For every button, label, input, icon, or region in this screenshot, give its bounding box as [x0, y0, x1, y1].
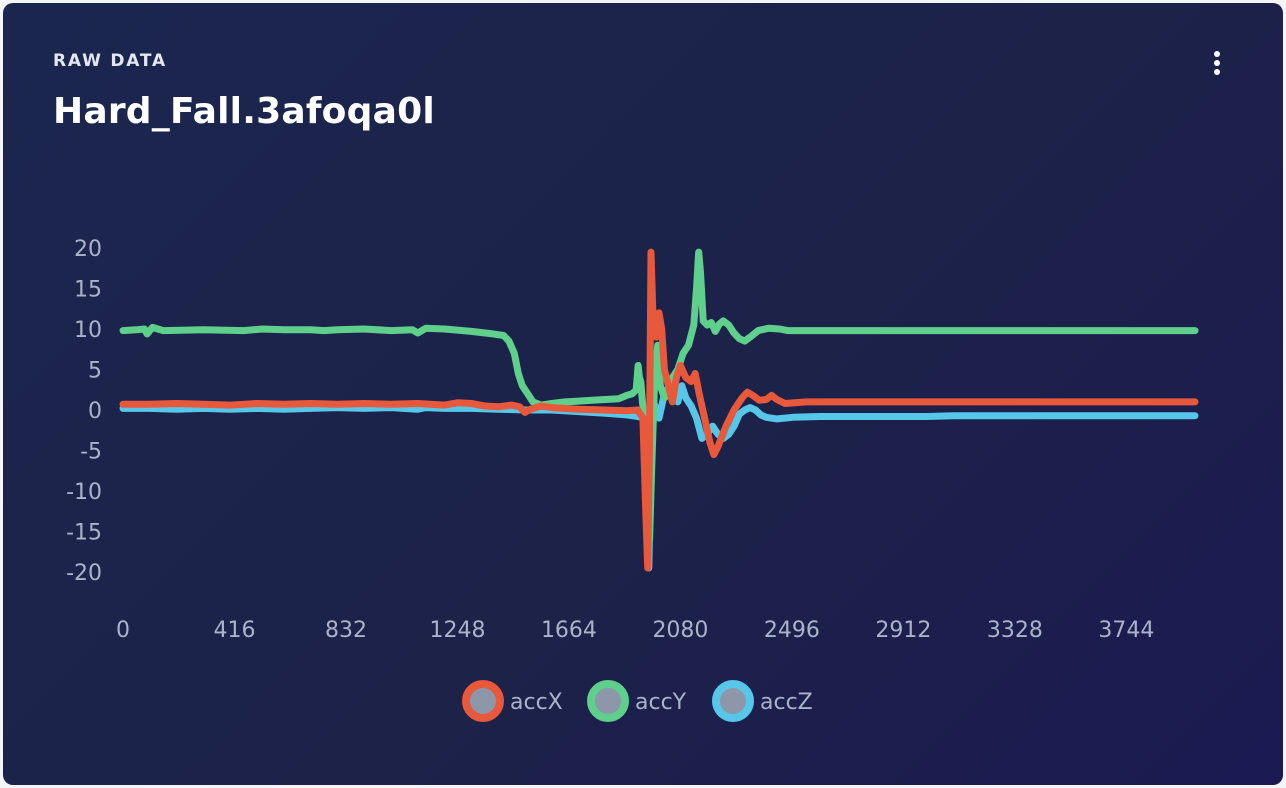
- series-line-accY: [119, 248, 1199, 544]
- x-tick-label: 0: [116, 618, 130, 643]
- x-tick-label: 2080: [652, 618, 708, 643]
- series-line-accZ: [119, 382, 1199, 572]
- y-tick-label: 20: [74, 237, 102, 262]
- y-tick-label: 0: [88, 399, 102, 424]
- raw-data-line-chart: 20 15 10 5 0 -5 -10 -15 -20 0 416 832 1248 1664 2080 2…: [66, 237, 1199, 722]
- legend-label-accX: accX: [510, 690, 563, 715]
- legend-label-accY: accY: [635, 690, 687, 715]
- y-tick-label: 15: [74, 278, 102, 303]
- more-vertical-icon: [1214, 51, 1220, 57]
- legend-swatch-accZ: [712, 680, 754, 722]
- x-axis-ticks: 0 416 832 1248 1664 2080 2496 2912 3328 3744: [116, 618, 1154, 643]
- more-vertical-icon-dot: [1214, 69, 1220, 75]
- x-tick-label: 3328: [987, 618, 1043, 643]
- chart-legend: accX accY accZ: [462, 680, 813, 722]
- card-title: Hard_Fall.3afoqa0l: [53, 91, 435, 132]
- card-eyebrow: RAW DATA: [53, 51, 167, 71]
- y-tick-label: -10: [66, 480, 102, 505]
- x-tick-label: 832: [325, 618, 367, 643]
- y-tick-label: -15: [66, 521, 102, 546]
- y-axis-ticks: 20 15 10 5 0 -5 -10 -15 -20: [66, 237, 102, 586]
- y-tick-label: -5: [80, 440, 102, 465]
- legend-item-accX[interactable]: accX: [462, 680, 563, 722]
- more-vertical-icon-dot: [1214, 60, 1220, 66]
- raw-data-card: RAW DATA Hard_Fall.3afoqa0l 20 15 10 5 0 -5 -1…: [3, 3, 1283, 785]
- legend-item-accZ[interactable]: accZ: [712, 680, 813, 722]
- x-tick-label: 1248: [429, 618, 485, 643]
- legend-swatch-accX: [462, 680, 504, 722]
- x-tick-label: 2496: [764, 618, 820, 643]
- series-line-accX: [119, 248, 1199, 572]
- more-options-button[interactable]: [1201, 45, 1233, 81]
- legend-swatch-accY: [587, 680, 629, 722]
- x-tick-label: 3744: [1098, 618, 1154, 643]
- y-tick-label: 5: [88, 359, 102, 384]
- legend-item-accY[interactable]: accY: [587, 680, 687, 722]
- x-tick-label: 2912: [875, 618, 931, 643]
- x-tick-label: 1664: [541, 618, 597, 643]
- chart-series: [119, 248, 1199, 572]
- x-tick-label: 416: [213, 618, 255, 643]
- legend-label-accZ: accZ: [760, 690, 813, 715]
- y-tick-label: -20: [66, 561, 102, 586]
- y-tick-label: 10: [74, 318, 102, 343]
